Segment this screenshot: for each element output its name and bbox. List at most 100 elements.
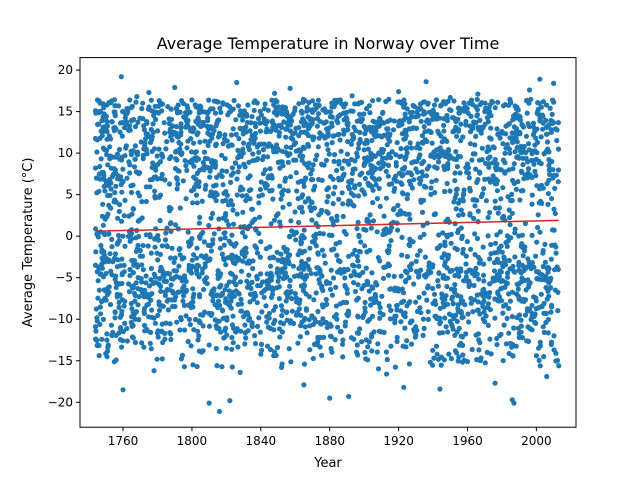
scatter-point bbox=[133, 99, 139, 105]
scatter-point bbox=[517, 312, 523, 318]
scatter-point bbox=[102, 188, 108, 194]
scatter-point bbox=[179, 352, 185, 358]
scatter-point bbox=[408, 239, 414, 245]
scatter-point bbox=[219, 152, 225, 158]
scatter-point bbox=[134, 262, 140, 268]
scatter-point bbox=[452, 221, 458, 227]
scatter-point bbox=[441, 128, 447, 134]
scatter-point bbox=[481, 278, 487, 284]
scatter-point bbox=[409, 109, 415, 115]
y-tick-label: −5 bbox=[55, 271, 73, 285]
scatter-point bbox=[266, 310, 273, 317]
scatter-point bbox=[120, 108, 126, 115]
scatter-point bbox=[464, 239, 470, 245]
scatter-point bbox=[185, 117, 191, 124]
scatter-point bbox=[476, 337, 482, 343]
scatter-point bbox=[498, 269, 504, 275]
scatter-point bbox=[495, 131, 501, 137]
scatter-point bbox=[183, 313, 189, 319]
scatter-point bbox=[518, 317, 524, 323]
scatter-point bbox=[258, 271, 264, 277]
scatter-point bbox=[222, 137, 228, 143]
scatter-point bbox=[261, 118, 267, 124]
scatter-point bbox=[215, 298, 222, 304]
scatter-point bbox=[313, 231, 319, 237]
scatter-point bbox=[288, 174, 294, 180]
scatter-point bbox=[323, 119, 329, 125]
scatter-point bbox=[201, 149, 208, 155]
scatter-point bbox=[132, 124, 139, 130]
scatter-point bbox=[210, 131, 216, 137]
scatter-point bbox=[441, 357, 447, 363]
scatter-point bbox=[104, 331, 110, 337]
scatter-point bbox=[462, 302, 468, 308]
scatter-point bbox=[345, 138, 351, 145]
scatter-point bbox=[168, 336, 174, 343]
scatter-point bbox=[483, 198, 489, 204]
scatter-point bbox=[414, 158, 420, 164]
scatter-point bbox=[382, 231, 388, 237]
scatter-point bbox=[362, 140, 368, 147]
scatter-point bbox=[487, 102, 493, 108]
scatter-point bbox=[280, 204, 286, 210]
scatter-point bbox=[152, 103, 158, 109]
scatter-point bbox=[182, 327, 188, 333]
scatter-point bbox=[96, 353, 102, 359]
scatter-point bbox=[509, 130, 515, 136]
scatter-point bbox=[492, 156, 498, 163]
x-tick-label: 1960 bbox=[452, 434, 483, 448]
scatter-point bbox=[460, 314, 466, 320]
scatter-point bbox=[463, 164, 469, 171]
scatter-point bbox=[159, 356, 165, 362]
scatter-point bbox=[362, 305, 368, 311]
scatter-point bbox=[178, 141, 184, 147]
scatter-point bbox=[477, 311, 483, 317]
scatter-point bbox=[299, 110, 305, 116]
scatter-point bbox=[307, 323, 313, 329]
scatter-point bbox=[177, 205, 183, 211]
scatter-point bbox=[205, 130, 211, 136]
scatter-point bbox=[404, 303, 410, 309]
scatter-point bbox=[296, 219, 302, 226]
scatter-point bbox=[337, 258, 343, 265]
scatter-point bbox=[236, 164, 242, 170]
scatter-point bbox=[290, 131, 296, 137]
scatter-point bbox=[173, 268, 179, 274]
x-tick-label: 1920 bbox=[383, 434, 414, 448]
scatter-point bbox=[471, 119, 477, 125]
scatter-point bbox=[448, 268, 454, 274]
scatter-point bbox=[355, 219, 361, 225]
scatter-point bbox=[120, 119, 126, 126]
scatter-point bbox=[466, 175, 472, 181]
x-tick-label: 2000 bbox=[521, 434, 552, 448]
scatter-point bbox=[399, 173, 405, 179]
scatter-point bbox=[514, 145, 520, 151]
scatter-point bbox=[191, 252, 197, 258]
scatter-point bbox=[344, 290, 350, 296]
scatter-point bbox=[216, 117, 222, 123]
scatter-point bbox=[555, 146, 562, 152]
scatter-point bbox=[366, 103, 372, 109]
scatter-point bbox=[151, 112, 157, 119]
scatter-point bbox=[197, 235, 203, 241]
scatter-point bbox=[235, 103, 241, 109]
scatter-point bbox=[143, 280, 149, 286]
scatter-point bbox=[106, 284, 112, 290]
scatter-point bbox=[391, 176, 397, 182]
scatter-point bbox=[551, 333, 557, 339]
scatter-point bbox=[145, 106, 151, 112]
scatter-point bbox=[492, 198, 498, 204]
scatter-point bbox=[229, 364, 235, 370]
scatter-point bbox=[259, 192, 265, 198]
scatter-point bbox=[246, 260, 252, 266]
scatter-point bbox=[298, 119, 304, 125]
scatter-point bbox=[365, 170, 372, 176]
scatter-point bbox=[348, 273, 354, 279]
scatter-point bbox=[369, 313, 376, 319]
scatter-point bbox=[230, 313, 236, 319]
scatter-point bbox=[387, 316, 393, 322]
scatter-point bbox=[553, 244, 559, 250]
scatter-point bbox=[153, 167, 159, 173]
scatter-point bbox=[475, 208, 481, 214]
scatter-point bbox=[407, 216, 413, 222]
